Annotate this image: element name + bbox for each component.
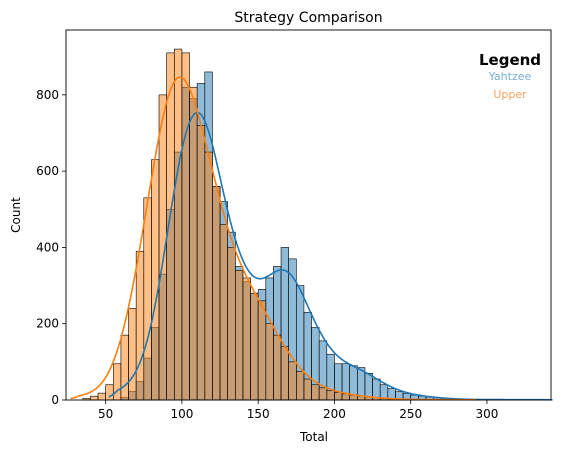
- bar-upper: [173, 48, 183, 401]
- bar-upper: [204, 151, 213, 401]
- bar-upper: [189, 86, 198, 401]
- bar-upper: [90, 395, 99, 401]
- bar-upper: [273, 334, 282, 401]
- x-axis-ticks: 50 100 150 200 250 300: [98, 400, 498, 421]
- y-tick-label: 0: [51, 393, 59, 407]
- plot-frame: [65, 29, 552, 401]
- bar-upper: [227, 247, 236, 401]
- bar-upper: [295, 371, 305, 401]
- x-tick-label: 200: [323, 407, 346, 421]
- bar-upper: [288, 361, 297, 401]
- kde-line-yahtzee: [108, 111, 553, 401]
- bar-upper: [128, 308, 137, 401]
- x-tick-label: 100: [170, 407, 193, 421]
- x-tick-label: 150: [247, 407, 270, 421]
- legend: Legend Yahtzee Upper: [479, 51, 541, 101]
- bar-upper: [212, 186, 221, 401]
- bar-upper: [341, 393, 350, 401]
- bar-upper: [318, 387, 328, 401]
- bar-upper: [257, 300, 267, 401]
- bar-upper: [151, 159, 160, 401]
- y-axis-ticks: 0 200 400 600 800: [36, 88, 66, 407]
- legend-title: Legend: [479, 51, 541, 69]
- bar-upper: [135, 250, 145, 401]
- bar-upper: [234, 270, 244, 401]
- bar-upper: [105, 384, 114, 401]
- y-tick-label: 400: [36, 240, 59, 254]
- bar-upper: [303, 378, 312, 401]
- chart-title: Strategy Comparison: [234, 10, 382, 26]
- legend-entry-yahtzee: Yahtzee: [488, 70, 532, 83]
- legend-entry-upper: Upper: [493, 88, 527, 101]
- bar-upper: [265, 323, 274, 401]
- x-tick-label: 50: [98, 407, 113, 421]
- bar-upper: [181, 52, 190, 401]
- y-tick-label: 800: [36, 88, 59, 102]
- y-axis-label: Count: [9, 197, 23, 233]
- bar-upper: [334, 392, 343, 401]
- y-tick-label: 600: [36, 164, 59, 178]
- kde-line-upper: [70, 76, 477, 401]
- x-tick-label: 300: [475, 407, 498, 421]
- bar-upper: [280, 346, 289, 401]
- bar-upper: [120, 334, 129, 401]
- bar-upper: [112, 363, 122, 401]
- bar-upper: [97, 392, 106, 401]
- bar-upper: [219, 224, 228, 401]
- bar-upper: [326, 390, 335, 401]
- y-tick-label: 200: [36, 317, 59, 331]
- x-tick-label: 250: [399, 407, 422, 421]
- bar-upper: [250, 292, 259, 401]
- bar-upper: [143, 197, 152, 401]
- x-axis-label: Total: [299, 430, 328, 444]
- bar-upper: [242, 277, 251, 401]
- kde-layer: [70, 76, 553, 401]
- bar-upper: [311, 384, 320, 401]
- bar-upper: [196, 125, 206, 401]
